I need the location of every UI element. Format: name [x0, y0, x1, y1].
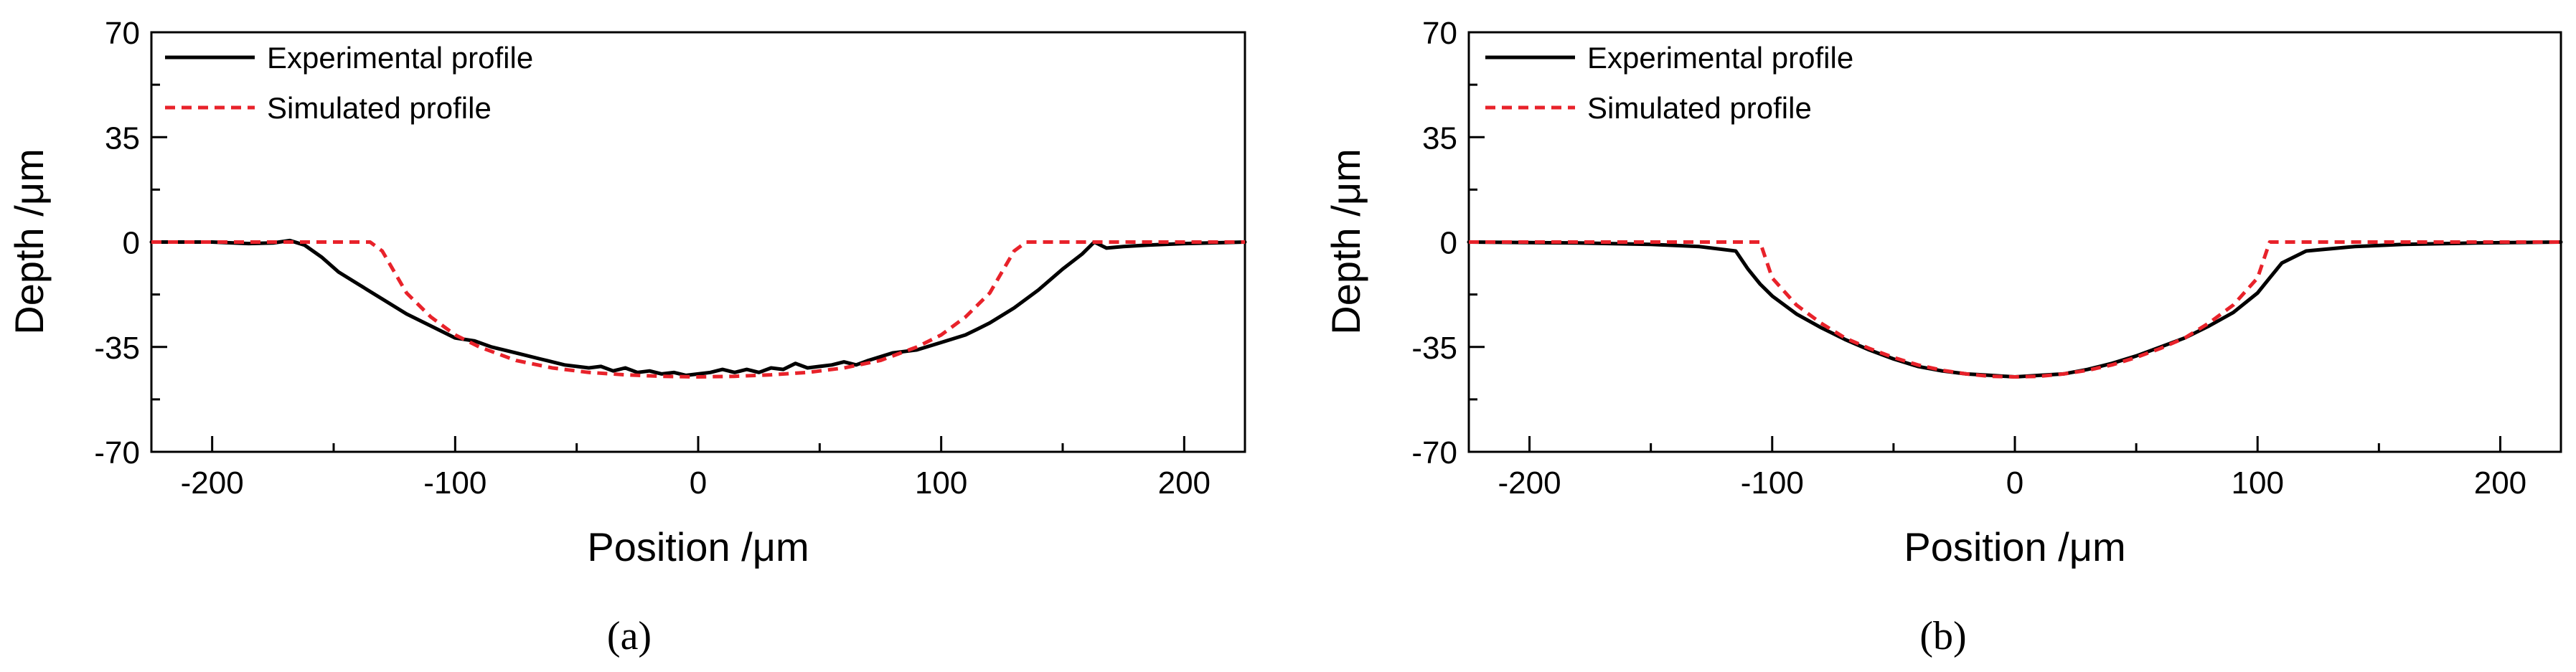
- series-group: [149, 238, 1247, 379]
- x-tick-label: 100: [2232, 465, 2284, 501]
- x-tick-label: 0: [2006, 465, 2023, 501]
- panel-label-a: (a): [607, 614, 652, 658]
- x-axis-title: Position /μm: [587, 524, 809, 569]
- y-tick-label: 35: [105, 120, 140, 156]
- x-tick-label: 200: [2474, 465, 2526, 501]
- x-ticks: -200 -100 0 100 200: [1498, 436, 2526, 501]
- x-tick-label: -100: [423, 465, 486, 501]
- y-tick-label: -70: [1411, 435, 1457, 470]
- legend: Experimental profile Simulated profile: [165, 41, 533, 125]
- simulated-profile-line: [1469, 240, 2561, 379]
- y-tick-label: 0: [123, 226, 140, 261]
- x-tick-label: -200: [1498, 465, 1561, 501]
- x-tick-label: -100: [1741, 465, 1804, 501]
- experimental-profile-line: [149, 238, 1247, 377]
- x-tick-label: 200: [1158, 465, 1211, 501]
- panel-b: -200 -100 0 100 200 -70 -35 0 35 70 Experimental…: [1323, 16, 2563, 658]
- y-ticks: -70 -35 0 35 70: [94, 16, 167, 470]
- x-tick-label: -200: [181, 465, 244, 501]
- y-axis-title: Depth /μm: [6, 148, 52, 334]
- legend: Experimental profile Simulated profile: [1485, 41, 1853, 125]
- series-group: [1467, 240, 2563, 379]
- y-tick-label: 70: [105, 16, 140, 51]
- panel-label-b: (b): [1919, 614, 1966, 658]
- y-ticks: -70 -35 0 35 70: [1411, 16, 1485, 470]
- legend-label-experimental: Experimental profile: [1587, 41, 1853, 75]
- y-tick-label: 70: [1422, 16, 1457, 51]
- y-tick-label: -35: [1411, 331, 1457, 366]
- legend-label-simulated: Simulated profile: [1587, 91, 1812, 125]
- experimental-profile-line: [1467, 240, 2563, 379]
- y-tick-label: -35: [94, 331, 140, 366]
- legend-label-simulated: Simulated profile: [267, 91, 492, 125]
- x-ticks: -200 -100 0 100 200: [181, 436, 1211, 501]
- y-tick-label: 0: [1440, 226, 1457, 261]
- legend-label-experimental: Experimental profile: [267, 41, 533, 75]
- x-tick-label: 100: [915, 465, 967, 501]
- x-axis-title: Position /μm: [1904, 524, 2125, 569]
- y-tick-label: 35: [1422, 120, 1457, 156]
- panel-a: -200 -100 0 100 200 -70 -35 0 35 70 Experimental…: [6, 16, 1247, 658]
- y-tick-label: -70: [94, 435, 140, 470]
- x-tick-label: 0: [690, 465, 707, 501]
- simulated-profile-line: [151, 240, 1245, 379]
- y-axis-title: Depth /μm: [1323, 148, 1368, 334]
